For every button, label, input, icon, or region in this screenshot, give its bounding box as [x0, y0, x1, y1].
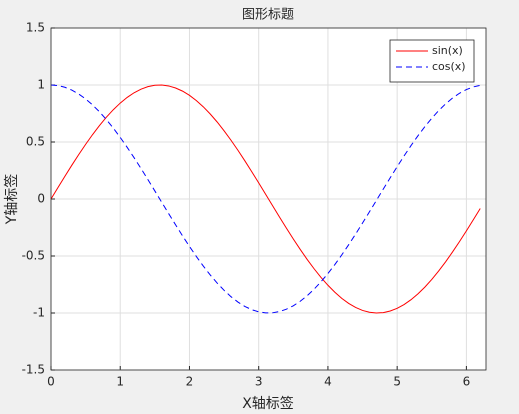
- y-tick-label: 1: [37, 78, 45, 92]
- x-axis-label: X轴标签: [242, 395, 294, 412]
- y-tick-label: -1.5: [22, 363, 45, 377]
- x-tick-label: 1: [116, 375, 124, 389]
- x-tick-label: 2: [186, 375, 194, 389]
- y-axis-label: Y轴标签: [3, 174, 20, 226]
- series-line: [50, 84, 481, 314]
- x-tick-label: 5: [393, 375, 401, 389]
- y-tick-label: -1: [33, 306, 45, 320]
- series-line: [50, 84, 481, 314]
- y-tick-label: 0: [37, 192, 45, 206]
- chart-title: 图形标题: [242, 8, 294, 23]
- x-tick-label: 4: [324, 375, 332, 389]
- x-tick-label: 0: [47, 375, 55, 389]
- x-tick-label: 3: [255, 375, 263, 389]
- legend-label: cos(x): [432, 60, 466, 73]
- legend-box: [389, 39, 475, 83]
- y-tick-label: 1.5: [26, 21, 45, 35]
- legend-label: sin(x): [432, 44, 463, 57]
- x-tick-label: 6: [463, 375, 471, 389]
- y-tick-label: -0.5: [22, 249, 45, 263]
- axes-box: [50, 27, 487, 371]
- y-tick-label: 0.5: [26, 135, 45, 149]
